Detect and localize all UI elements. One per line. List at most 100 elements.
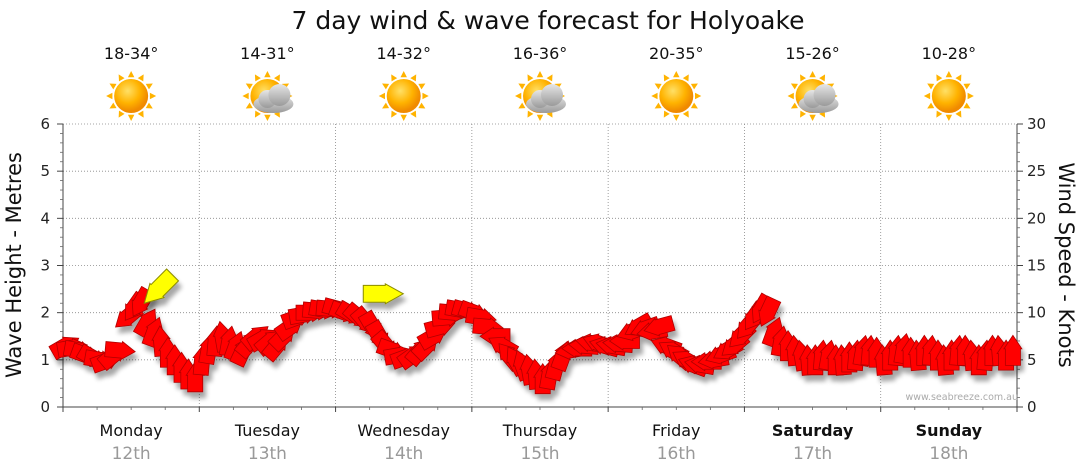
- day-column: 20-35° Friday 16th: [649, 44, 704, 464]
- right-tick-label: 0: [1027, 398, 1037, 416]
- sun-ray: [118, 74, 125, 82]
- sun-disc: [386, 79, 421, 113]
- sun-ray: [963, 102, 971, 109]
- sun-ray: [927, 102, 935, 109]
- day-name: Tuesday: [234, 421, 300, 440]
- partly-cloudy-icon: [242, 71, 294, 121]
- sun-ray: [400, 114, 407, 121]
- sun-disc: [931, 79, 966, 113]
- sun-icon: [923, 71, 974, 121]
- sun-ray: [690, 83, 698, 90]
- cloud-puff: [813, 84, 836, 106]
- sun-ray: [518, 83, 526, 90]
- left-tick-label: 6: [40, 115, 50, 133]
- cloud-puff: [541, 84, 563, 106]
- sun-ray: [515, 92, 522, 100]
- sun-ray: [127, 71, 135, 78]
- sun-ray: [418, 102, 426, 109]
- watermark: www.seabreeze.com.au: [906, 392, 1019, 403]
- sun-ray: [378, 92, 385, 100]
- partly-cloudy-icon: [787, 71, 839, 121]
- sun-ray: [422, 92, 429, 100]
- temperature-range: 14-32°: [376, 44, 431, 63]
- sun-ray: [418, 83, 426, 90]
- sun-ray: [945, 71, 953, 78]
- sun-ray: [137, 110, 144, 118]
- wave-arrow: [362, 282, 405, 305]
- sun-disc: [114, 79, 149, 113]
- cloud-shape: [798, 84, 839, 113]
- wind-arrow: [643, 315, 676, 337]
- right-tick-label: 10: [1027, 304, 1046, 322]
- sun-ray: [245, 102, 253, 109]
- sun-ray: [663, 110, 670, 118]
- sun-ray: [936, 110, 943, 118]
- sun-ray: [967, 92, 974, 100]
- day-column: 15-26° Saturday 17th: [772, 44, 854, 464]
- sun-ray: [963, 83, 971, 90]
- day-date: 13th: [248, 444, 287, 464]
- wind-arrow-series: [48, 285, 1023, 395]
- day-date: 12th: [112, 444, 151, 464]
- day-column: 18-34° Monday 12th: [100, 44, 163, 464]
- sun-ray: [254, 74, 261, 82]
- sun-ray: [106, 92, 113, 100]
- day-date: 14th: [384, 444, 423, 464]
- sun-ray: [109, 83, 117, 90]
- day-date: 15th: [520, 444, 559, 464]
- temperature-range: 16-36°: [513, 44, 568, 63]
- temperature-range: 14-31°: [240, 44, 295, 63]
- grid-lines: [63, 123, 1017, 407]
- right-axis-label: Wind Speed - Knots: [1054, 162, 1078, 367]
- left-tick-label: 4: [40, 209, 50, 227]
- day-headers: 18-34° Monday 12th 14-31° Tuesday 13th 14-32° W…: [100, 44, 983, 464]
- sun-ray: [673, 114, 680, 121]
- sun-icon: [651, 71, 702, 121]
- sun-ray: [809, 114, 816, 121]
- sun-ray: [391, 110, 398, 118]
- sun-ray: [690, 102, 698, 109]
- day-column: 16-36° Thursday 15th: [502, 44, 577, 464]
- sun-ray: [682, 74, 689, 82]
- temperature-range: 15-26°: [785, 44, 840, 63]
- sun-ray: [682, 110, 689, 118]
- sun-ray: [109, 102, 117, 109]
- sun-ray: [663, 74, 670, 82]
- sun-ray: [382, 83, 390, 90]
- sun-icon: [106, 71, 157, 121]
- cloud-shape: [526, 84, 566, 113]
- day-name: Thursday: [502, 421, 577, 440]
- sun-ray: [800, 110, 806, 118]
- sun-ray: [936, 74, 943, 82]
- wave-arrow-series: [143, 268, 405, 305]
- day-column: 14-31° Tuesday 13th: [234, 44, 300, 464]
- wind-arrow: [758, 295, 782, 327]
- sun-ray: [536, 114, 544, 121]
- sun-ray: [651, 92, 658, 100]
- left-axis-label: Wave Height - Metres: [2, 152, 26, 378]
- sun-ray: [145, 102, 153, 109]
- right-tick-label: 20: [1027, 209, 1046, 227]
- sun-ray: [800, 74, 806, 82]
- sun-ray: [927, 83, 935, 90]
- wave-arrow: [143, 268, 180, 304]
- day-column: 10-28° Sunday 18th: [916, 44, 983, 464]
- wind-arrow: [104, 340, 136, 361]
- sun-ray: [790, 102, 798, 109]
- right-tick-label: 30: [1027, 115, 1046, 133]
- partly-cloudy-icon: [515, 71, 566, 121]
- right-tick-label: 5: [1027, 351, 1037, 369]
- temperature-range: 20-35°: [649, 44, 704, 63]
- left-tick-label: 1: [40, 351, 50, 369]
- right-tick-label: 25: [1027, 162, 1046, 180]
- sun-ray: [945, 114, 953, 121]
- day-name: Sunday: [916, 421, 983, 440]
- left-tick-label: 5: [40, 162, 50, 180]
- sun-ray: [145, 83, 153, 90]
- cloud-shape: [253, 84, 294, 113]
- sun-ray: [527, 110, 534, 118]
- sun-ray: [137, 74, 144, 82]
- sun-ray: [546, 74, 553, 82]
- sun-ray: [819, 74, 826, 82]
